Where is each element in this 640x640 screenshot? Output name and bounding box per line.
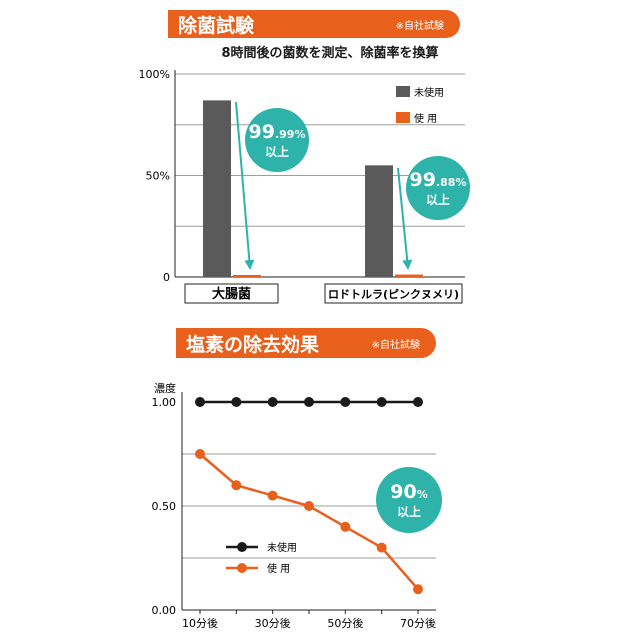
line-chart-y-tick-label: 0.00	[152, 604, 177, 617]
bar-unused-2	[365, 165, 393, 277]
bar-chart-subtitle: 8時間後の菌数を測定、除菌率を換算	[221, 46, 439, 61]
line-legend-label-unused: 未使用	[267, 541, 297, 554]
bar-chart-y-tick-label: 100%	[139, 68, 170, 81]
legend-label-used: 使 用	[414, 112, 437, 125]
badge-escherichia-value-main: 99	[249, 121, 275, 143]
bar-unused-1	[203, 100, 231, 277]
data-point-unused	[195, 397, 205, 407]
data-point-used	[376, 542, 387, 553]
category-label-box	[184, 283, 279, 304]
line-chart-note: ※自社試験	[371, 339, 420, 351]
badge-escherichia-circle	[245, 108, 309, 172]
bar-chart-title: 除菌試験	[178, 14, 255, 37]
data-point-unused	[231, 397, 242, 407]
bar-chart-note: ※自社試験	[395, 20, 444, 32]
badge-escherichia-value: 99.99%	[249, 121, 306, 143]
legend-label-unused: 未使用	[414, 86, 444, 99]
data-point-used	[413, 584, 423, 595]
data-point-used	[231, 480, 242, 491]
data-point-unused	[304, 397, 314, 407]
category-label: ロドトルラ(ピンクヌメリ)	[328, 288, 459, 301]
badge-rhodotorula-circle	[406, 156, 470, 220]
badge-chlorine-label: 以上	[397, 504, 421, 519]
badge-rhodotorula-label: 以上	[426, 192, 450, 207]
badge-rhodotorula-value-decimal: .88%	[436, 176, 467, 189]
badge-chlorine-value-main: 90	[390, 481, 416, 503]
data-point-unused	[376, 397, 387, 407]
reduction-arrow-2	[397, 167, 413, 270]
legend-swatch-used	[396, 112, 410, 123]
line-chart-title-banner: 塩素の除去効果 ※自社試験	[176, 328, 436, 358]
data-point-unused	[267, 397, 278, 407]
line-chart-y-tick-label: 0.50	[152, 500, 177, 513]
data-point-unused	[340, 397, 351, 407]
data-point-used	[340, 521, 351, 532]
reduction-arrow-1	[235, 101, 255, 270]
category-label-box	[324, 283, 463, 304]
line-chart-y-label: 濃度	[154, 381, 176, 395]
bar-chart-y-tick-label: 0	[163, 271, 170, 284]
line-legend-marker-unused	[237, 542, 247, 552]
data-point-used	[195, 449, 205, 459]
badge-escherichia-label: 以上	[265, 144, 289, 159]
line-chart-x-tick-label: 70分後	[400, 616, 436, 630]
line-chart-x-tick-label: 50分後	[327, 616, 363, 630]
bar-chart-y-tick-label: 50%	[146, 170, 170, 183]
badge-chlorine-value-decimal: %	[417, 488, 428, 501]
badge-rhodotorula-value: 99.88%	[410, 169, 467, 191]
bar-used-2	[395, 274, 423, 277]
category-label: 大腸菌	[212, 286, 251, 302]
line-legend-label-used: 使 用	[267, 562, 290, 575]
line-chart-x-tick-label: 10分後	[182, 616, 218, 630]
data-point-used	[267, 490, 278, 501]
line-chart-title: 塩素の除去効果	[186, 333, 320, 356]
line-legend-marker-used	[237, 563, 247, 573]
data-point-used	[304, 501, 314, 511]
line-chart-y-tick-label: 1.00	[152, 396, 177, 409]
badge-rhodotorula-value-main: 99	[410, 169, 436, 191]
line-chart-x-tick-label: 30分後	[255, 616, 291, 630]
bar-used-1	[233, 275, 261, 277]
legend-swatch-unused	[396, 86, 410, 97]
badge-chlorine-value: 90%	[390, 481, 427, 503]
badge-escherichia-value-decimal: .99%	[275, 128, 306, 141]
data-point-unused	[413, 397, 423, 407]
badge-chlorine-circle	[376, 467, 442, 533]
bar-chart-title-banner: 除菌試験 ※自社試験	[168, 10, 460, 38]
